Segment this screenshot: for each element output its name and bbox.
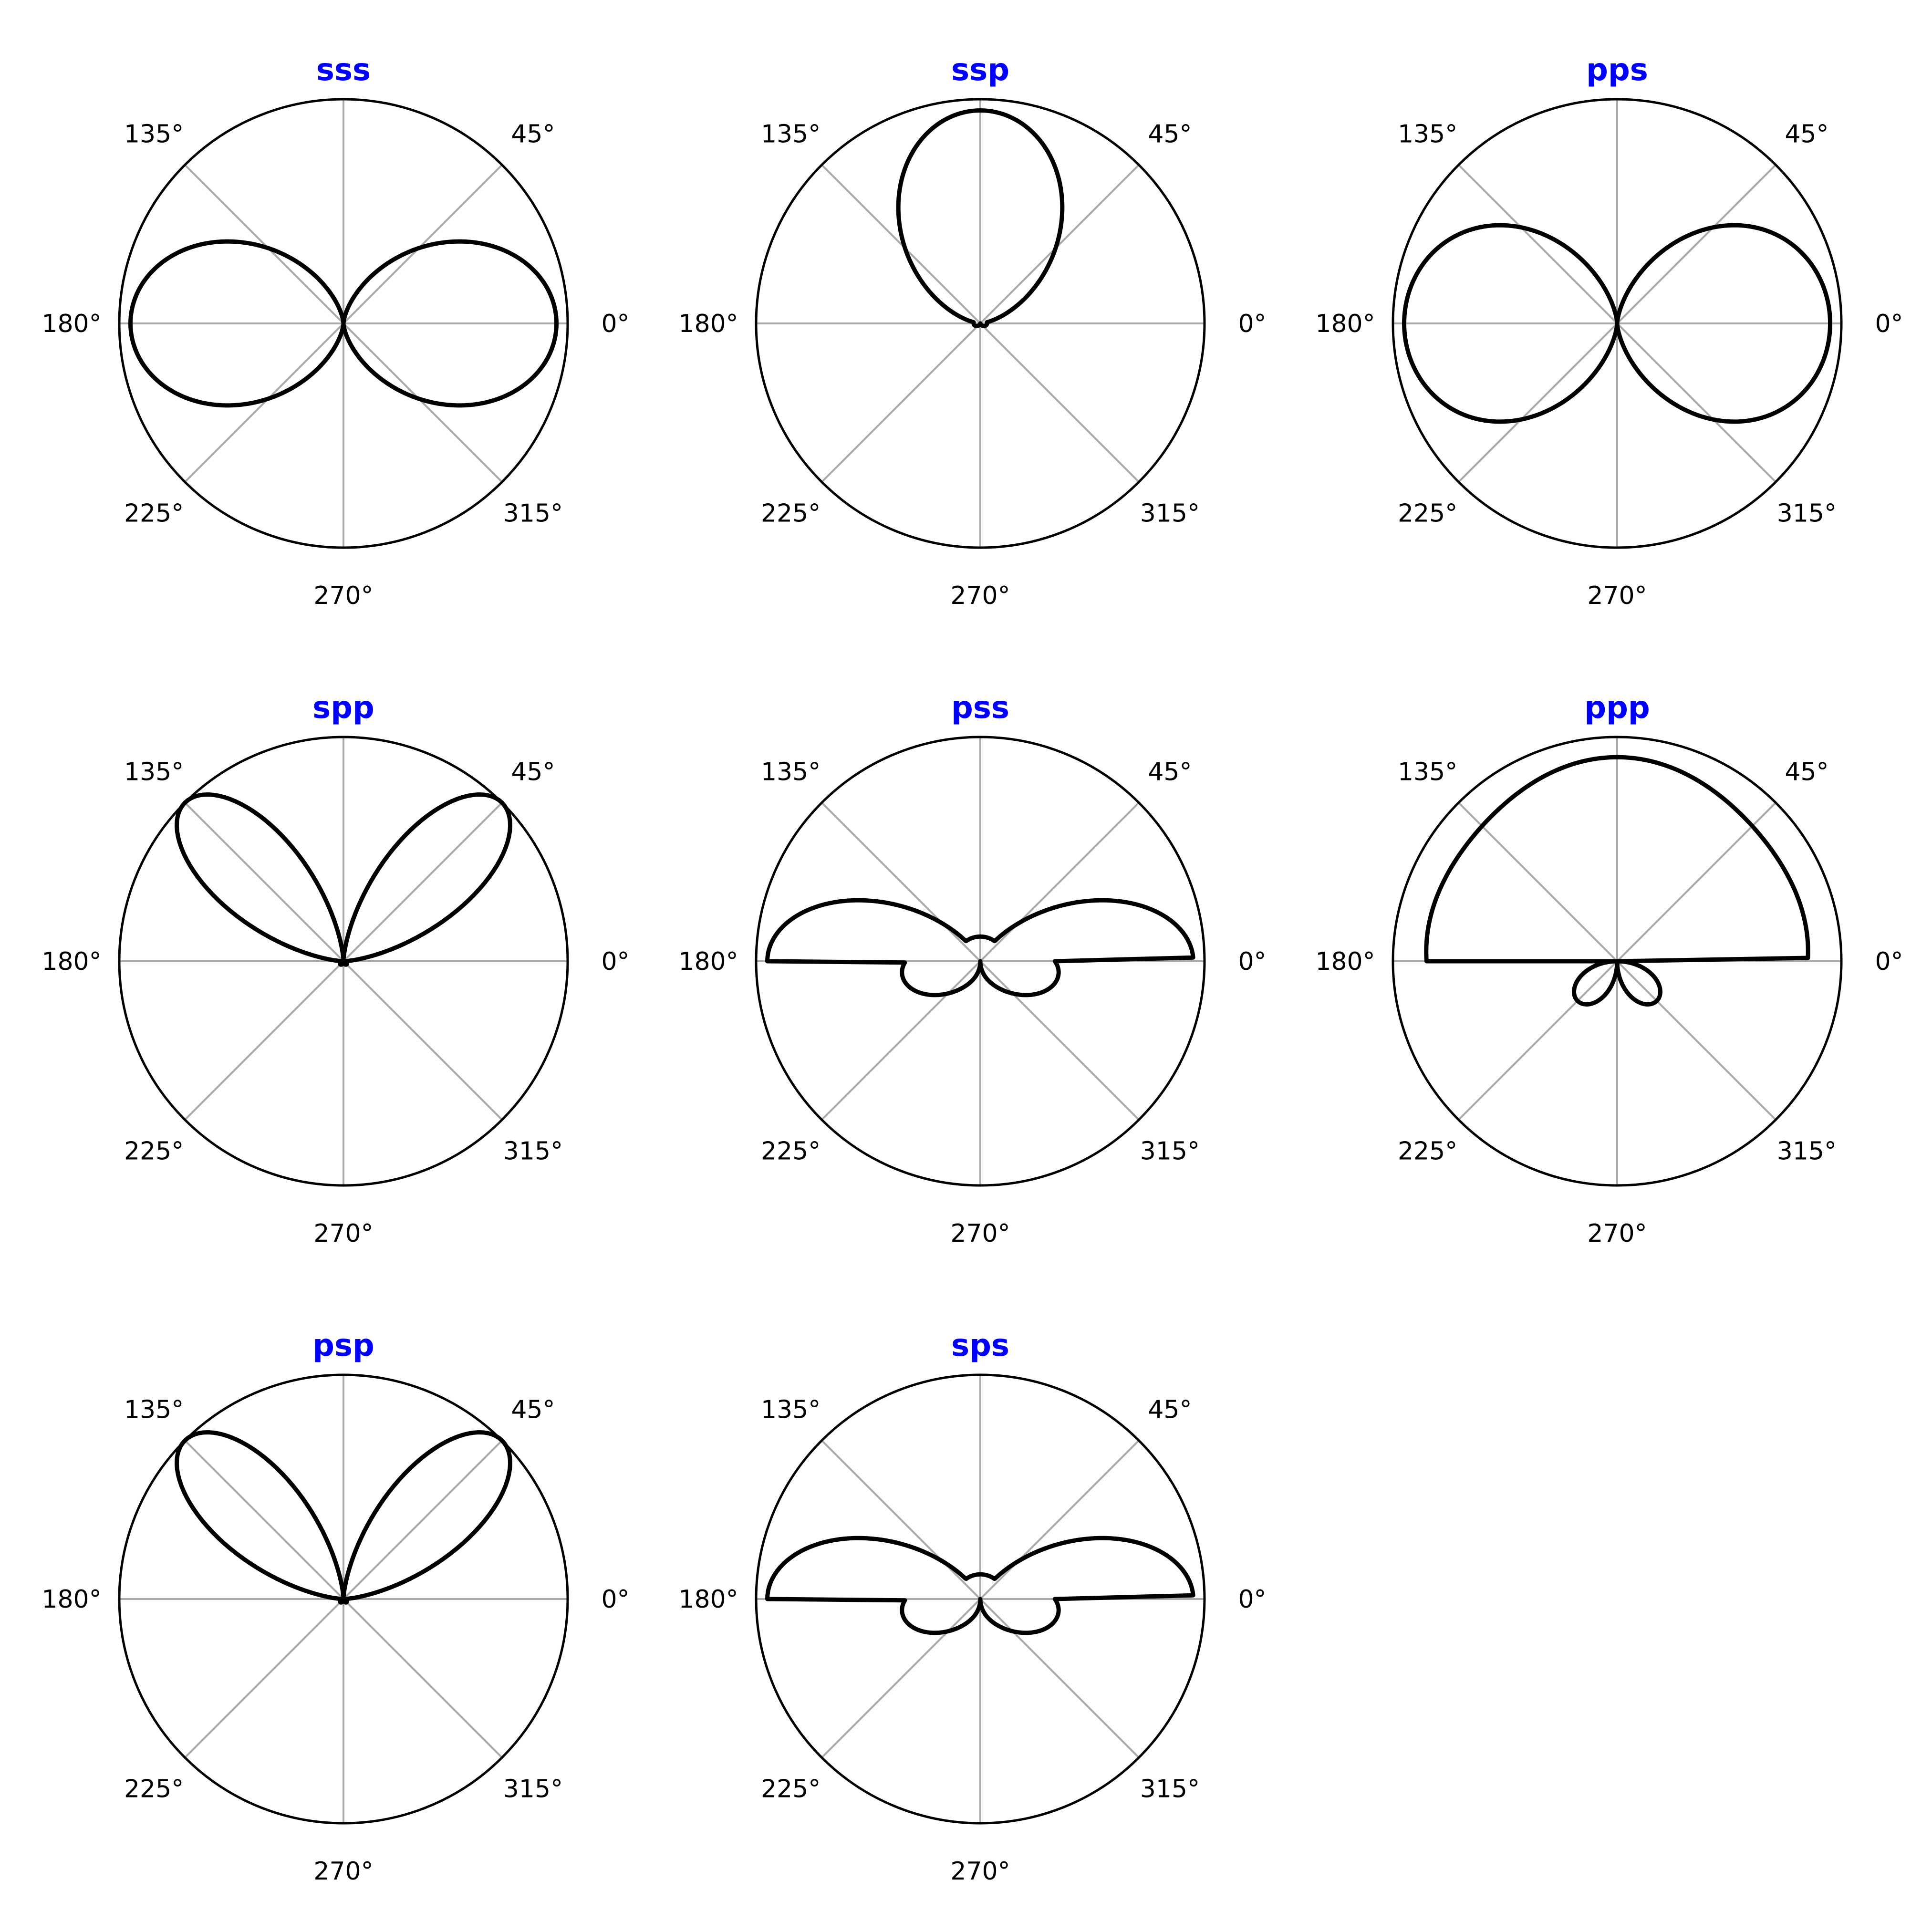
panel-title: spp — [312, 690, 374, 726]
angle-tick-label: 0° — [601, 947, 629, 976]
angle-tick-label: 180° — [1315, 310, 1375, 338]
angle-tick-label: 0° — [1238, 1585, 1266, 1614]
angle-tick-label: 0° — [1875, 310, 1903, 338]
angle-tick-label: 135° — [1398, 120, 1457, 149]
panel-title: psp — [312, 1328, 374, 1363]
angle-tick-label: 180° — [42, 947, 101, 976]
polar-frame — [755, 98, 1206, 549]
polar-frame — [1392, 736, 1843, 1187]
polar-panel-ssp: 0° 45° 135° 180° 225° 270° 315° ssp — [678, 52, 1266, 610]
angle-tick-label: 225° — [124, 499, 184, 528]
polar-frame — [755, 736, 1206, 1187]
angle-tick-label: 270° — [313, 1219, 373, 1248]
angle-tick-label: 270° — [950, 1857, 1010, 1886]
angle-tick-label: 180° — [42, 310, 101, 338]
angle-tick-label: 45° — [1148, 1396, 1192, 1424]
angle-tick-label: 0° — [601, 1585, 629, 1614]
polar-panel-psp: 0° 45° 135° 180° 225° 270° 315° psp — [42, 1328, 629, 1886]
angle-tick-label: 315° — [503, 1137, 563, 1165]
series-line-psp — [175, 1430, 512, 1605]
angle-tick-label: 180° — [678, 1585, 738, 1614]
angle-tick-label: 225° — [1398, 499, 1457, 528]
angle-tick-label: 135° — [761, 1396, 821, 1424]
angle-tick-label: 225° — [124, 1775, 184, 1803]
angle-tick-label: 315° — [1140, 1775, 1200, 1803]
angle-tick-label: 315° — [1140, 1137, 1200, 1165]
angle-tick-label: 0° — [601, 310, 629, 338]
angle-tick-label: 225° — [761, 1775, 821, 1803]
angle-tick-label: 270° — [950, 582, 1010, 610]
angle-tick-label: 315° — [1777, 1137, 1837, 1165]
polar-panel-sss: 0° 45° 135° 180° 225° 270° 315° sss — [42, 52, 629, 610]
angle-tick-label: 135° — [761, 758, 821, 787]
angle-tick-label: 270° — [313, 582, 373, 610]
angle-tick-label: 45° — [511, 120, 555, 149]
angle-tick-label: 45° — [1148, 120, 1192, 149]
series-line-sss — [128, 239, 559, 408]
panel-title: ssp — [951, 52, 1009, 88]
angle-tick-label: 45° — [1785, 120, 1828, 149]
angle-tick-label: 0° — [1238, 310, 1266, 338]
series-line-pps — [1402, 223, 1832, 424]
angle-tick-label: 225° — [1398, 1137, 1457, 1165]
series-line-ssp — [896, 108, 1065, 328]
angle-tick-label: 45° — [511, 1396, 555, 1424]
angle-tick-label: 180° — [678, 310, 738, 338]
angle-tick-label: 225° — [124, 1137, 184, 1165]
polar-panel-pss: 0° 45° 135° 180° 225° 270° 315° pss — [678, 690, 1266, 1248]
panel-title: sss — [316, 52, 371, 88]
polar-frame — [1392, 98, 1843, 549]
angle-tick-label: 225° — [761, 499, 821, 528]
panels-group: 0° 45° 135° 180° 225° 270° 315° sss 0° 45° 135° 180… — [42, 52, 1903, 1886]
angle-tick-label: 315° — [1140, 499, 1200, 528]
angle-tick-label: 270° — [950, 1219, 1010, 1248]
angle-tick-label: 180° — [42, 1585, 101, 1614]
angle-tick-label: 45° — [511, 758, 555, 787]
angle-tick-label: 315° — [503, 1775, 563, 1803]
polar-frame — [118, 736, 569, 1187]
polar-frame — [755, 1373, 1206, 1825]
polar-panel-ppp: 0° 45° 135° 180° 225° 270° 315° ppp — [1315, 690, 1903, 1248]
panel-title: sps — [951, 1328, 1009, 1363]
panel-title: ppp — [1584, 690, 1650, 726]
angle-tick-label: 270° — [1587, 1219, 1647, 1248]
angle-tick-label: 135° — [761, 120, 821, 149]
angle-tick-label: 225° — [761, 1137, 821, 1165]
series-line-sps — [765, 1536, 1195, 1635]
angle-tick-label: 135° — [124, 1396, 184, 1424]
polar-panel-pps: 0° 45° 135° 180° 225° 270° 315° pps — [1315, 52, 1903, 610]
angle-tick-label: 180° — [678, 947, 738, 976]
series-line-ppp — [1424, 755, 1810, 1007]
angle-tick-label: 135° — [124, 758, 184, 787]
angle-tick-label: 270° — [313, 1857, 373, 1886]
polar-panel-spp: 0° 45° 135° 180° 225° 270° 315° spp — [42, 690, 629, 1248]
angle-tick-label: 315° — [1777, 499, 1837, 528]
angle-tick-label: 270° — [1587, 582, 1647, 610]
polar-panel-sps: 0° 45° 135° 180° 225° 270° 315° sps — [678, 1328, 1266, 1886]
polar-frame — [118, 1373, 569, 1825]
series-line-spp — [175, 792, 512, 967]
angle-tick-label: 0° — [1238, 947, 1266, 976]
polar-frame — [118, 98, 569, 549]
panel-title: pps — [1586, 52, 1648, 88]
angle-tick-label: 315° — [503, 499, 563, 528]
angle-tick-label: 45° — [1785, 758, 1828, 787]
angle-tick-label: 180° — [1315, 947, 1375, 976]
series-line-pss — [765, 898, 1195, 997]
angle-tick-label: 135° — [124, 120, 184, 149]
angle-tick-label: 45° — [1148, 758, 1192, 787]
panel-title: pss — [951, 690, 1009, 726]
angle-tick-label: 0° — [1875, 947, 1903, 976]
angle-tick-label: 135° — [1398, 758, 1457, 787]
